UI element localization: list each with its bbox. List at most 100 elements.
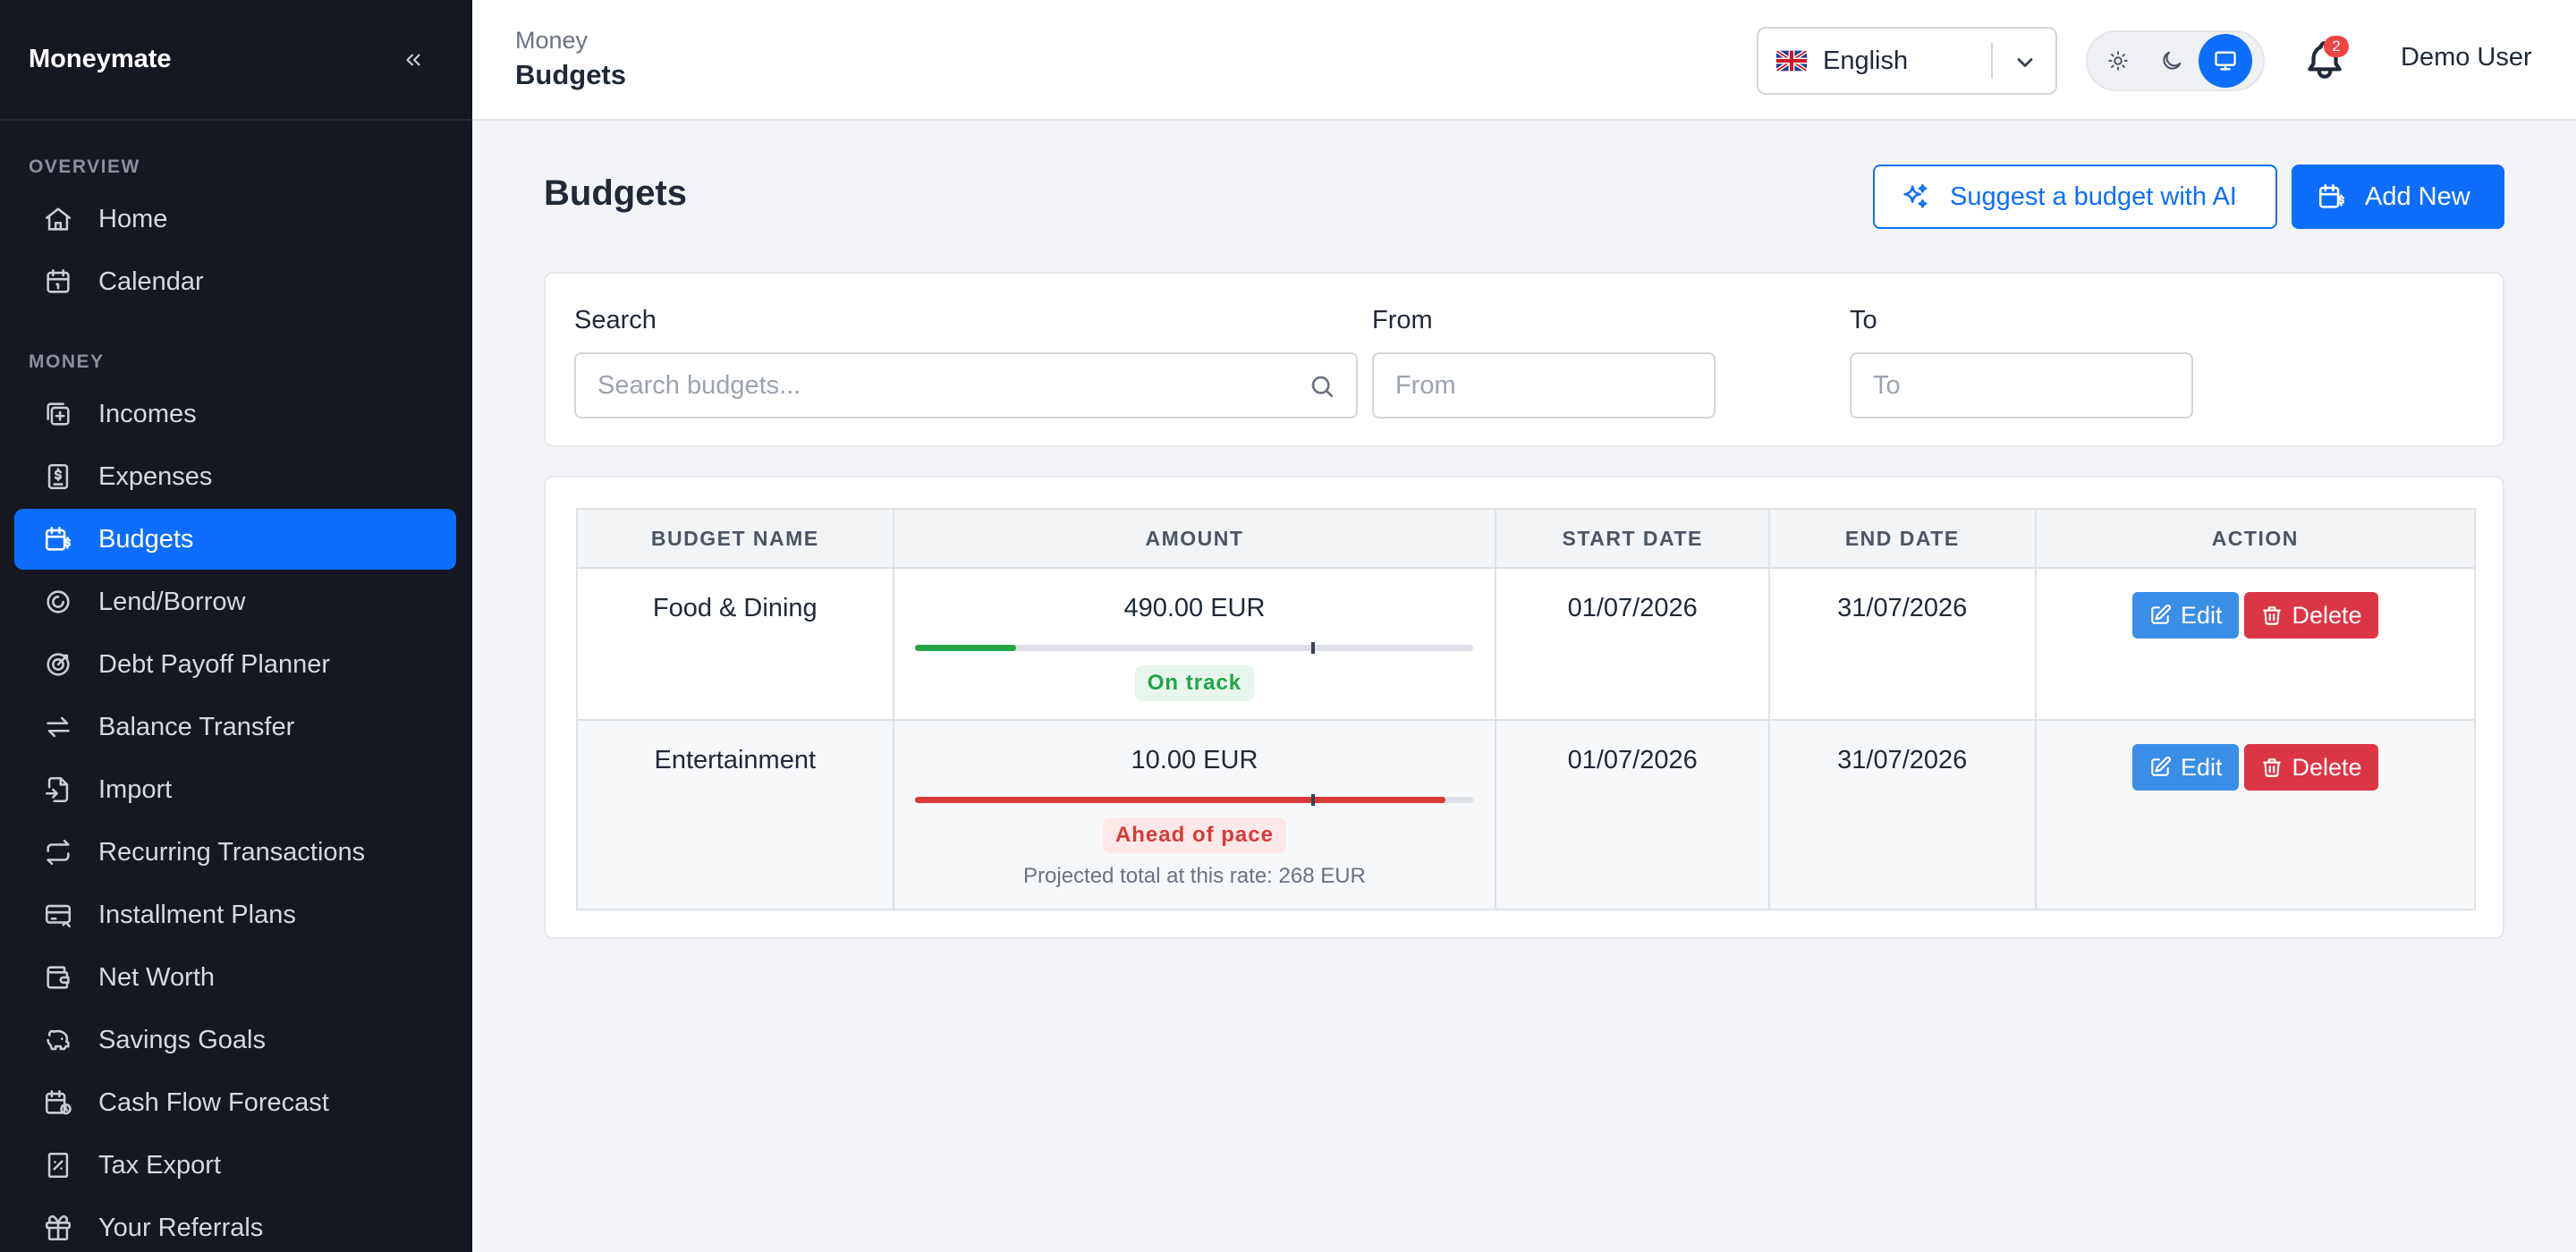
sidebar-item-cash-flow-forecast[interactable]: Cash Flow Forecast [14,1072,456,1133]
sidebar-item-incomes[interactable]: Incomes [14,384,456,444]
language-select[interactable]: English [1757,27,2057,95]
user-menu[interactable]: Demo User [2401,43,2532,72]
breadcrumb-parent[interactable]: Money [515,27,589,54]
income-icon [47,402,70,426]
pace-marker [1311,642,1316,654]
edit-icon [2151,605,2171,624]
edit-button[interactable]: Edit [2131,592,2239,639]
suggest-budget-ai-button[interactable]: Suggest a budget with AI [1873,165,2277,229]
column-header-start-date[interactable]: START DATE [1495,508,1770,569]
column-header-action: ACTION [2034,508,2477,569]
budgets-table-card: BUDGET NAME AMOUNT START DATE END DATE A… [544,476,2504,939]
edit-button[interactable]: Edit [2131,744,2239,791]
start-date-cell: 01/07/2026 [1495,567,1770,721]
sidebar-header: Moneymate [0,0,472,121]
sidebar-item-calendar[interactable]: Calendar [14,251,456,312]
amount-value: 10.00 EUR [1131,746,1258,774]
delete-button[interactable]: Delete [2243,592,2378,639]
to-date-input[interactable] [1850,352,2193,419]
start-date-cell: 01/07/2026 [1495,719,1770,910]
projected-total-text: Projected total at this rate: 268 EUR [1023,864,1366,888]
amount-value: 490.00 EUR [1123,594,1266,622]
add-new-button[interactable]: Add New [2292,165,2504,229]
budget-progress-fill [915,645,1016,651]
tax-icon [47,1152,69,1179]
dark-theme-button[interactable] [2145,34,2199,88]
transfer-icon [47,716,70,738]
from-label: From [1372,306,1433,334]
sidebar-item-installment-plans[interactable]: Installment Plans [14,884,456,945]
sidebar-item-import[interactable]: Import [14,759,456,820]
sidebar-item-label: Savings Goals [98,1025,266,1054]
budget-name-cell: Food & Dining [576,567,894,721]
select-divider [1991,43,1993,79]
wallet-icon [47,966,70,989]
sidebar-item-label: Import [98,774,173,804]
sidebar-item-your-referrals[interactable]: Your Referrals [14,1197,456,1252]
app-brand: Moneymate [29,45,172,73]
budget-progress-bar [915,642,1474,654]
sun-icon [2108,51,2128,71]
delete-label: Delete [2292,601,2362,629]
budget-name-cell: Entertainment [576,719,894,910]
sidebar-item-recurring-transactions[interactable]: Recurring Transactions [14,822,456,883]
sidebar-item-label: Net Worth [98,962,216,992]
language-value: English [1823,46,1909,75]
sidebar-item-net-worth[interactable]: Net Worth [14,947,456,1008]
to-label: To [1850,306,1877,334]
notification-count-badge: 2 [2324,36,2349,57]
forecast-icon [45,1089,72,1115]
budgets-table: BUDGET NAME AMOUNT START DATE END DATE A… [576,508,2477,910]
budget-progress-fill [915,797,1446,803]
expense-icon [47,463,69,490]
sidebar-item-label: Calendar [98,266,204,296]
budget-progress-bar [915,794,1474,806]
sidebar: Moneymate OVERVIEW Home Calendar MONEY I… [0,0,472,1252]
chevron-down-icon [2017,58,2033,67]
column-header-budget-name[interactable]: BUDGET NAME [576,508,894,569]
lend-icon [47,590,70,613]
sidebar-item-home[interactable]: Home [14,189,456,250]
gift-icon [45,1214,72,1241]
sidebar-item-tax-export[interactable]: Tax Export [14,1135,456,1196]
sidebar-item-label: Budgets [98,524,194,554]
delete-button[interactable]: Delete [2243,744,2378,791]
from-date-input[interactable] [1372,352,1716,419]
trash-icon [2262,758,2281,777]
edit-icon [2151,757,2171,776]
edit-label: Edit [2180,601,2223,629]
column-header-amount[interactable]: AMOUNT [892,508,1497,569]
system-theme-button[interactable] [2199,34,2252,88]
calendar-money-icon [2318,183,2345,208]
sidebar-item-savings-goals[interactable]: Savings Goals [14,1010,456,1070]
table-row: Food & Dining 490.00 EUR On track 01/07/… [576,567,2477,721]
import-icon [45,776,69,803]
pace-marker [1311,794,1316,806]
sidebar-item-lend-borrow[interactable]: Lend/Borrow [14,571,456,632]
moon-icon [2163,51,2182,70]
sidebar-item-debt-payoff-planner[interactable]: Debt Payoff Planner [14,634,456,695]
light-theme-button[interactable] [2091,34,2145,88]
sparkles-icon [1903,183,1928,208]
search-input[interactable] [574,352,1358,419]
sidebar-item-label: Lend/Borrow [98,587,246,616]
sidebar-item-balance-transfer[interactable]: Balance Transfer [14,697,456,757]
target-icon [47,653,70,676]
search-label: Search [574,306,657,334]
filter-card: Search From To [544,272,2504,447]
sidebar-item-expenses[interactable]: Expenses [14,446,456,507]
search-icon[interactable] [1308,372,1336,401]
column-header-end-date[interactable]: END DATE [1767,508,2037,569]
monitor-icon [2215,51,2236,71]
sidebar-item-budgets[interactable]: Budgets [14,509,456,570]
amount-cell: 10.00 EUR Ahead of pace Projected total … [892,719,1497,910]
breadcrumb-current: Budgets [515,59,626,90]
double-chevron-left-icon [406,54,420,65]
collapse-sidebar-button[interactable] [397,44,429,76]
end-date-cell: 31/07/2026 [1767,719,2037,910]
top-bar: Money Budgets English 2 Demo User [472,0,2576,121]
budget-icon [45,526,72,551]
end-date-cell: 31/07/2026 [1767,567,2037,721]
sidebar-item-label: Balance Transfer [98,712,295,741]
table-header-row: BUDGET NAME AMOUNT START DATE END DATE A… [576,508,2477,569]
